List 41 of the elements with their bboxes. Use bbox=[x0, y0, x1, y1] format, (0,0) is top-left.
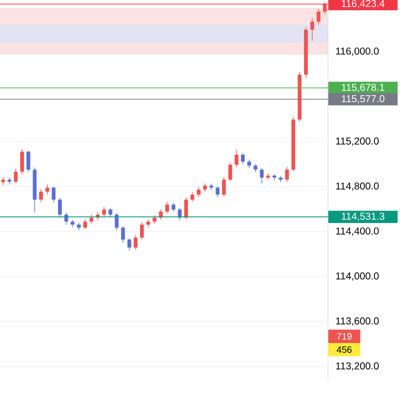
candlestick bbox=[121, 226, 125, 244]
candlestick bbox=[8, 177, 12, 185]
candlestick bbox=[285, 166, 289, 182]
candlestick bbox=[190, 192, 194, 202]
y-tick-label: 113,600.0 bbox=[336, 317, 379, 326]
candlestick bbox=[14, 168, 18, 184]
text: 456 bbox=[336, 346, 352, 353]
candlestick bbox=[134, 234, 138, 250]
ref-line-label: 114,531.3 bbox=[342, 212, 384, 221]
candlestick bbox=[83, 218, 88, 230]
candlestick bbox=[310, 18, 314, 41]
y-tick-label: 114,800.0 bbox=[336, 182, 379, 191]
candlestick bbox=[216, 186, 220, 198]
text: 719 bbox=[336, 333, 352, 340]
y-tick-label: 114,000.0 bbox=[336, 272, 379, 281]
candlestick bbox=[240, 152, 245, 164]
candlestick bbox=[26, 150, 30, 172]
candlestick bbox=[127, 238, 132, 252]
candlestick bbox=[45, 184, 50, 195]
candlestick bbox=[140, 222, 144, 240]
candlestick bbox=[20, 148, 24, 175]
candlestick bbox=[222, 176, 226, 197]
y-tick-label: 116,000.0 bbox=[336, 48, 379, 56]
candlestick bbox=[184, 196, 188, 220]
y-tick-label: 113,200.0 bbox=[336, 362, 379, 371]
candlestick bbox=[228, 162, 232, 182]
candlestick bbox=[316, 8, 320, 26]
candlestick bbox=[52, 186, 56, 203]
candlestick bbox=[165, 201, 170, 214]
ref-line-label: 115,678.1 bbox=[342, 84, 384, 92]
candlestick bbox=[58, 198, 62, 218]
ref-line-label: 115,577.0 bbox=[342, 95, 384, 104]
y-tick-label: 114,400.0 bbox=[336, 227, 379, 236]
candlestick bbox=[234, 149, 238, 168]
candlestick bbox=[102, 206, 106, 218]
candlestick bbox=[260, 168, 264, 184]
candlestick bbox=[196, 186, 201, 198]
candlestick bbox=[266, 172, 270, 180]
ref-line-label: 116,423.4 bbox=[342, 0, 385, 8]
candlestick bbox=[39, 188, 43, 203]
y-tick-label: 115,200.0 bbox=[336, 138, 379, 146]
